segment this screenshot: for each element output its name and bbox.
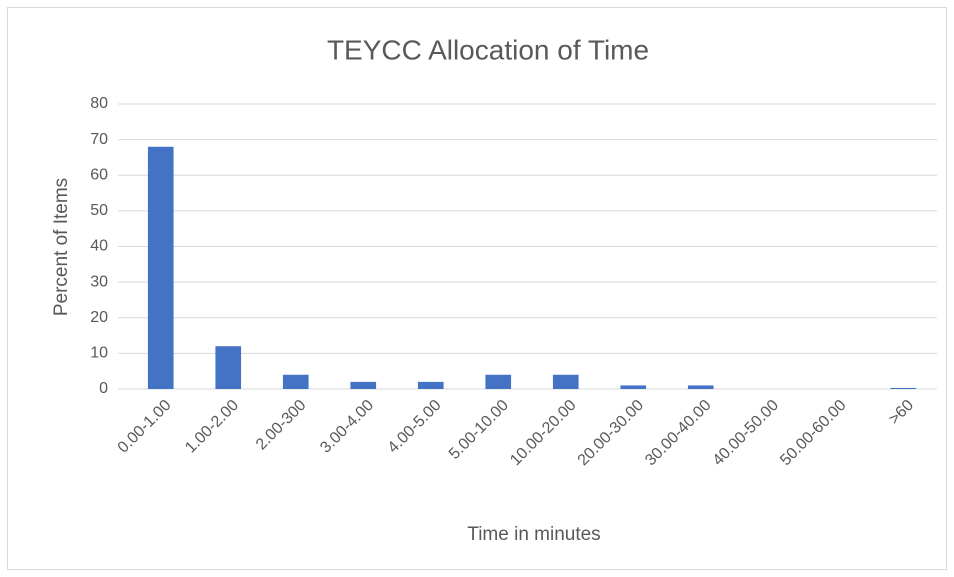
bar: [620, 385, 647, 389]
bar: [215, 346, 242, 389]
y-tick-label: 40: [90, 238, 108, 255]
bar: [552, 374, 579, 389]
y-tick-label: 70: [90, 131, 108, 148]
bar: [485, 374, 512, 389]
y-axis-label: Percent of Items: [51, 178, 72, 316]
bar: [282, 374, 309, 389]
y-tick-label: 50: [90, 202, 108, 219]
bar: [350, 381, 377, 389]
y-tick-label: 30: [90, 273, 108, 290]
bar: [147, 146, 174, 389]
y-tick-label: 10: [90, 345, 108, 362]
y-tick-label: 60: [90, 166, 108, 183]
bar: [687, 385, 714, 389]
y-tick-label: 80: [90, 95, 108, 112]
y-tick-label: 0: [99, 380, 108, 397]
y-tick-label: 20: [90, 309, 108, 326]
bar: [417, 381, 444, 389]
x-axis-label: Time in minutes: [467, 524, 600, 545]
bar: [890, 387, 917, 389]
chart-title: TEYCC Allocation of Time: [327, 34, 649, 65]
